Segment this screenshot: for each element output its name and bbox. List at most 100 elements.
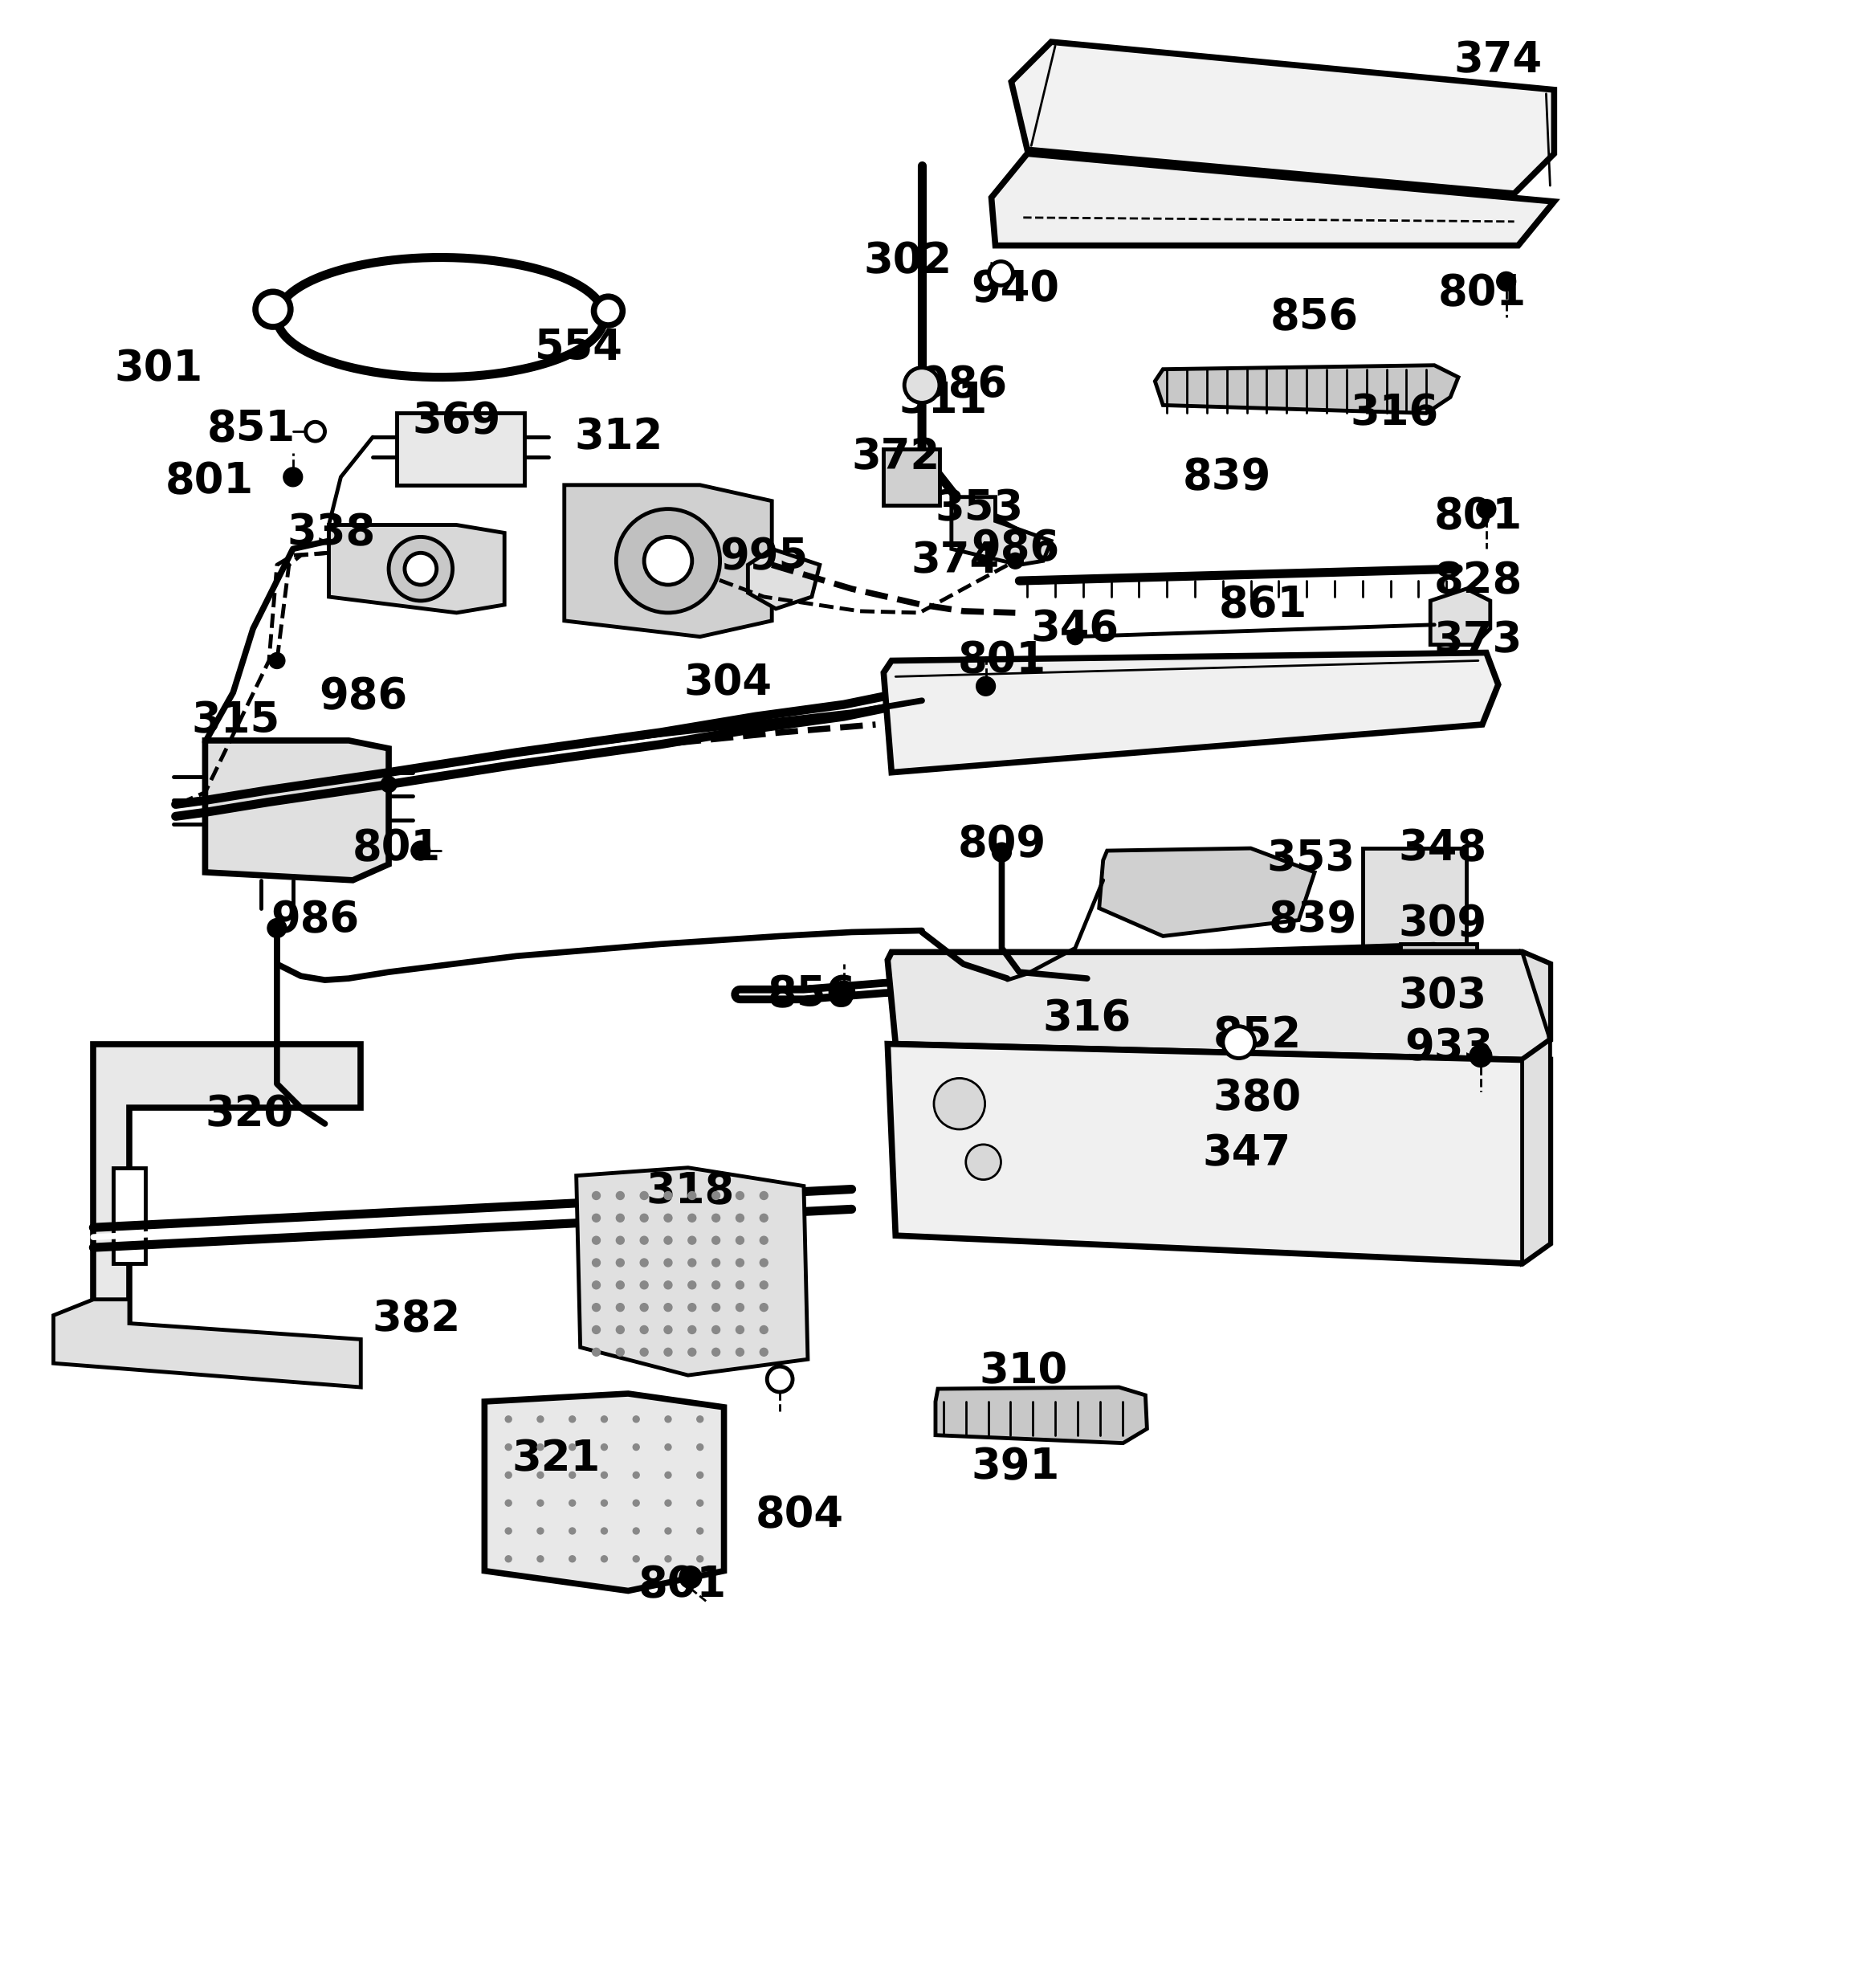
Circle shape [687,1348,697,1356]
Circle shape [404,553,436,584]
Circle shape [712,1237,719,1244]
Polygon shape [1008,964,1166,1040]
Text: 374: 374 [1453,40,1543,82]
Text: 338: 338 [287,513,376,555]
Circle shape [760,1280,768,1288]
Circle shape [697,1471,702,1479]
Circle shape [687,1326,697,1334]
Circle shape [592,1215,600,1223]
Text: 302: 302 [863,241,952,282]
Circle shape [760,1258,768,1266]
Circle shape [663,1348,673,1356]
Circle shape [933,1077,986,1129]
Circle shape [617,1258,624,1266]
Circle shape [380,777,397,793]
Circle shape [641,1304,648,1312]
Text: 309: 309 [1397,903,1487,944]
Circle shape [633,1415,639,1421]
Text: 346: 346 [1030,608,1120,650]
Circle shape [594,296,622,326]
Polygon shape [397,414,524,485]
Text: 856: 856 [1271,296,1358,338]
Circle shape [641,1348,648,1356]
Circle shape [505,1415,512,1421]
Circle shape [568,1557,576,1563]
Circle shape [1067,628,1082,644]
Circle shape [537,1557,544,1563]
Text: 986: 986 [971,529,1060,571]
Circle shape [602,1471,607,1479]
Circle shape [663,1326,673,1334]
Circle shape [641,1237,648,1244]
Text: 312: 312 [574,415,663,457]
Circle shape [268,918,287,938]
Circle shape [633,1443,639,1451]
Circle shape [568,1499,576,1507]
Polygon shape [747,549,820,608]
Text: 315: 315 [192,700,279,742]
Text: 373: 373 [1435,620,1522,662]
Text: 347: 347 [1203,1133,1291,1175]
Ellipse shape [1081,1155,1125,1179]
Circle shape [592,1326,600,1334]
Circle shape [687,1215,697,1223]
Text: 851: 851 [207,408,296,449]
Circle shape [505,1527,512,1535]
Circle shape [976,676,995,696]
Circle shape [665,1557,671,1563]
Circle shape [505,1557,512,1563]
Polygon shape [330,525,505,612]
Text: 839: 839 [1183,455,1271,497]
Text: 856: 856 [768,974,855,1016]
Circle shape [965,1145,1000,1179]
Text: 353: 353 [1267,837,1354,879]
Circle shape [592,1348,600,1356]
Circle shape [697,1527,702,1535]
Circle shape [687,1258,697,1266]
Polygon shape [576,1167,809,1376]
Text: 318: 318 [646,1171,734,1213]
Bar [1362,849,1466,960]
Circle shape [736,1326,743,1334]
Circle shape [760,1348,768,1356]
Polygon shape [1099,849,1315,936]
Text: 809: 809 [958,823,1045,865]
Text: 321: 321 [512,1437,600,1479]
Text: 372: 372 [851,435,939,477]
Bar [883,449,939,505]
Circle shape [697,1499,702,1507]
Circle shape [641,1258,648,1266]
Text: 852: 852 [1213,1016,1302,1058]
Circle shape [505,1471,512,1479]
Circle shape [663,1280,673,1288]
Circle shape [592,1237,600,1244]
Circle shape [633,1557,639,1563]
Text: 861: 861 [1218,584,1308,626]
Text: 310: 310 [980,1350,1067,1392]
Text: 320: 320 [205,1093,292,1135]
Text: 933: 933 [1405,1028,1492,1070]
Text: 801: 801 [166,459,253,501]
Text: 380: 380 [1213,1077,1302,1119]
Text: 304: 304 [684,662,771,704]
Circle shape [641,1280,648,1288]
Circle shape [633,1499,639,1507]
Text: 801: 801 [958,640,1045,682]
Circle shape [663,1304,673,1312]
Circle shape [736,1348,743,1356]
Circle shape [568,1443,576,1451]
Circle shape [697,1415,702,1421]
Circle shape [568,1415,576,1421]
Circle shape [537,1471,544,1479]
Circle shape [663,1215,673,1223]
Text: 940: 940 [971,268,1060,310]
Circle shape [760,1237,768,1244]
Circle shape [736,1258,743,1266]
Text: 374: 374 [911,541,1000,582]
Polygon shape [484,1394,725,1590]
Text: 303: 303 [1397,974,1487,1018]
Text: 391: 391 [971,1445,1060,1487]
Circle shape [617,509,719,612]
Bar [1401,944,1477,1016]
Circle shape [537,1527,544,1535]
